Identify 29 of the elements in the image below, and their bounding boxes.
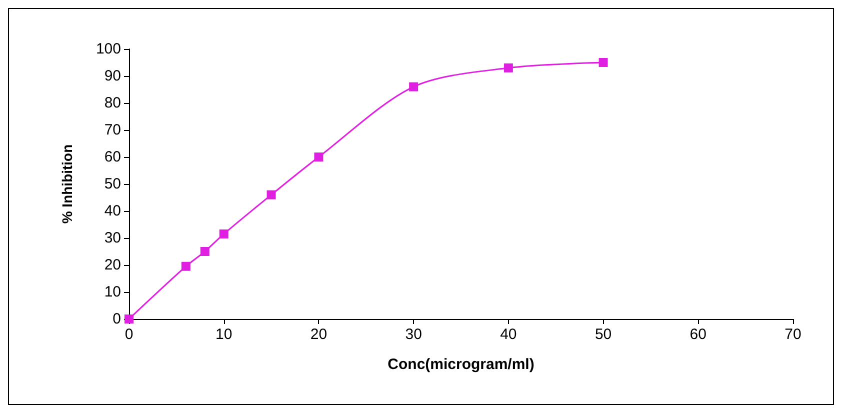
x-tick-label: 30 — [405, 326, 422, 343]
x-tick-label: 50 — [594, 326, 612, 343]
point — [266, 190, 276, 200]
y-tick-label: 30 — [104, 230, 121, 246]
point — [314, 152, 324, 162]
x-tick-label: 70 — [784, 326, 802, 343]
y-tick-label: 60 — [104, 148, 121, 166]
y-tick-label: 100 — [96, 40, 121, 58]
point — [504, 63, 513, 72]
point — [409, 82, 418, 92]
y-tick-label: 70 — [104, 122, 121, 138]
y-tick-label: 80 — [104, 94, 121, 112]
point — [181, 262, 190, 271]
y-axis-title: % Inhibition — [59, 144, 75, 224]
x-axis-title: Conc(microgram/ml) — [388, 356, 534, 373]
x-tick-label: 60 — [690, 326, 706, 343]
y-tick-label: 50 — [104, 176, 121, 192]
x-tick-label: 40 — [500, 326, 517, 343]
y-tick-label: 90 — [104, 68, 121, 84]
point — [200, 247, 210, 256]
y-tick-label: 10 — [104, 284, 121, 300]
y-tick-label: 0 — [112, 310, 121, 328]
x-tick-label: 10 — [216, 326, 232, 343]
x-tick-label: 20 — [310, 326, 328, 343]
point — [598, 58, 608, 67]
y-tick-label: 40 — [104, 202, 121, 220]
x-tick-label: 0 — [124, 326, 134, 343]
y-tick-label: 20 — [104, 256, 121, 274]
point — [219, 229, 228, 238]
